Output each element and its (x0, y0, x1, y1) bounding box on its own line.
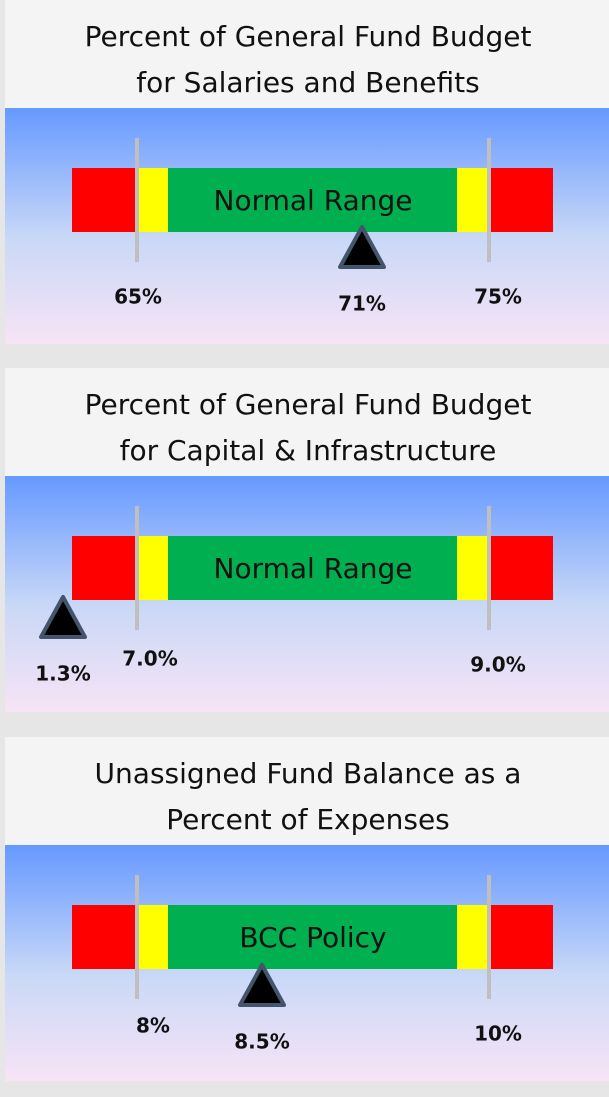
range-segment (72, 168, 137, 232)
band-label: Normal Range (214, 184, 413, 217)
panel-title: Unassigned Fund Balance as a (95, 757, 522, 790)
value-marker (338, 225, 386, 269)
range-segment (457, 168, 488, 232)
range-segment (72, 905, 137, 969)
range-segment (137, 168, 168, 232)
range-segment (488, 905, 553, 969)
low-label: 8% (136, 1014, 170, 1038)
low-label: 65% (114, 285, 162, 309)
range-segment (168, 168, 457, 232)
panel-title: Percent of General Fund Budget (85, 20, 532, 53)
low-label: 7.0% (122, 647, 177, 671)
value-label: 8.5% (234, 1030, 289, 1054)
range-segment (168, 905, 457, 969)
high-label: 10% (474, 1022, 522, 1046)
value-marker (39, 595, 87, 639)
range-segment (488, 168, 553, 232)
range-segment (488, 536, 553, 600)
panel-title: Percent of Expenses (166, 803, 450, 836)
title-area (5, 0, 609, 108)
band-label: Normal Range (214, 552, 413, 585)
range-segment (137, 536, 168, 600)
range-segment (168, 536, 457, 600)
value-label: 71% (338, 292, 386, 316)
title-area (5, 368, 609, 476)
value-label: 1.3% (35, 662, 90, 686)
high-label: 9.0% (470, 653, 525, 677)
panel-title: for Salaries and Benefits (136, 66, 479, 99)
title-area (5, 737, 609, 845)
panel-title: Percent of General Fund Budget (85, 388, 532, 421)
band-label: BCC Policy (239, 921, 386, 954)
range-segment (457, 905, 488, 969)
value-marker (238, 963, 286, 1007)
range-segment (457, 536, 488, 600)
high-label: 75% (474, 285, 522, 309)
panel-title: for Capital & Infrastructure (120, 434, 497, 467)
range-segment (137, 905, 168, 969)
range-segment (72, 536, 137, 600)
